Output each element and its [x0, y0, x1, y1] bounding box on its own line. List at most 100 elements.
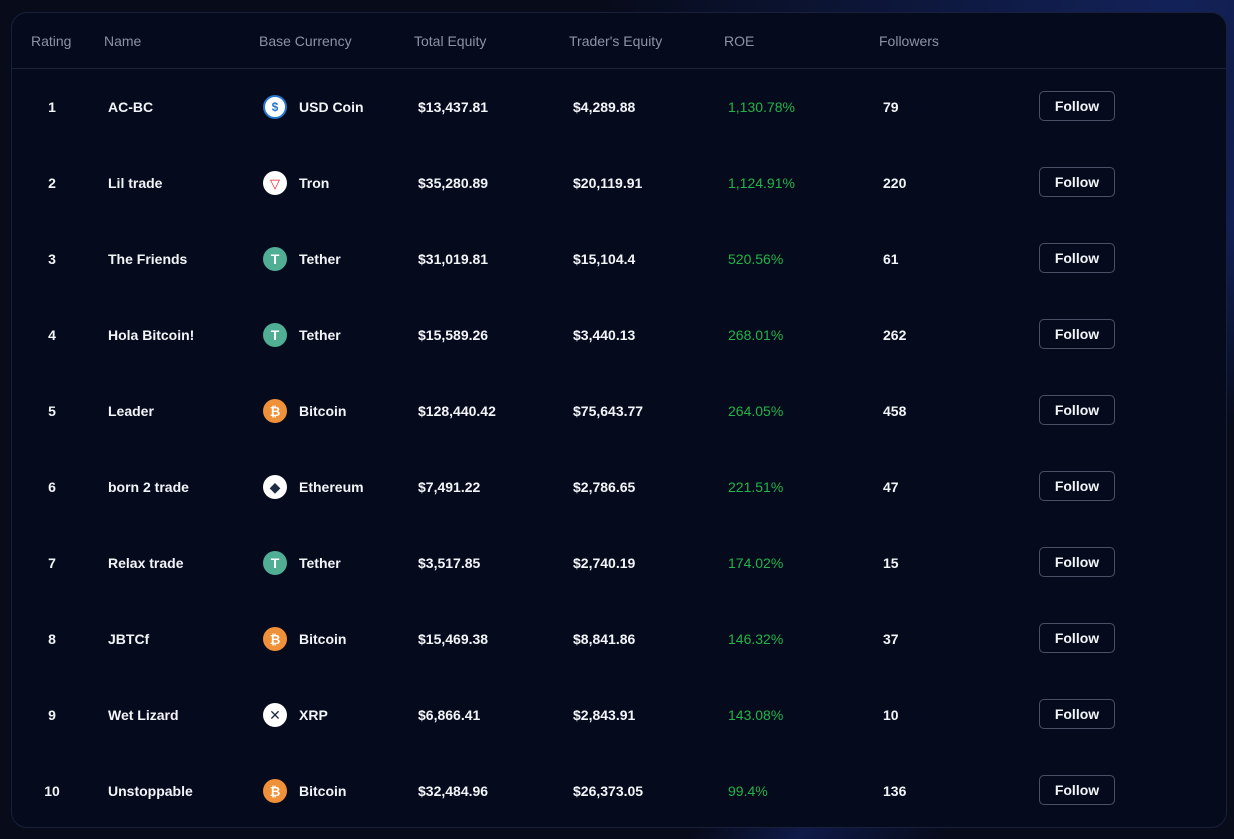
- follow-button[interactable]: Follow: [1039, 319, 1115, 349]
- roe-cell: 520.56%: [728, 251, 784, 267]
- total-equity-cell: $35,280.89: [418, 175, 489, 191]
- rating-cell: 6: [48, 479, 56, 495]
- traders-equity-cell: $75,643.77: [573, 403, 644, 419]
- trader-name[interactable]: Relax trade: [108, 555, 184, 571]
- rating-cell: 5: [48, 403, 56, 419]
- total-equity-cell: $3,517.85: [418, 555, 481, 571]
- roe-cell: 264.05%: [728, 403, 784, 419]
- column-header-total-equity[interactable]: Total Equity: [414, 33, 487, 49]
- base-currency-label: Bitcoin: [299, 403, 347, 419]
- follow-button[interactable]: Follow: [1039, 167, 1115, 197]
- trader-name[interactable]: Wet Lizard: [108, 707, 179, 723]
- followers-cell: 136: [883, 783, 907, 799]
- total-equity-cell: $13,437.81: [418, 99, 489, 115]
- tron-icon: ▽: [263, 171, 287, 195]
- roe-cell: 143.08%: [728, 707, 784, 723]
- traders-equity-cell: $20,119.91: [573, 175, 643, 191]
- traders-equity-cell: $26,373.05: [573, 783, 644, 799]
- total-equity-cell: $31,019.81: [418, 251, 489, 267]
- followers-cell: 37: [883, 631, 899, 647]
- follow-button[interactable]: Follow: [1039, 775, 1115, 805]
- rating-cell: 1: [48, 99, 56, 115]
- column-header-rating[interactable]: Rating: [31, 33, 72, 49]
- rating-cell: 4: [48, 327, 56, 343]
- roe-cell: 221.51%: [728, 479, 784, 495]
- base-currency-label: Tether: [299, 327, 341, 343]
- follow-button[interactable]: Follow: [1039, 471, 1115, 501]
- table-row[interactable]: 6 born 2 trade ◆ Ethereum $7,491.22 $2,786.65…: [12, 449, 1226, 525]
- traders-equity-cell: $2,843.91: [573, 707, 636, 723]
- base-currency-label: Tether: [299, 251, 341, 267]
- trader-name[interactable]: The Friends: [108, 251, 188, 267]
- follow-button[interactable]: Follow: [1039, 91, 1115, 121]
- roe-cell: 1,124.91%: [728, 175, 795, 191]
- bitcoin-icon: ₿: [263, 779, 287, 803]
- tether-icon: T: [263, 247, 287, 271]
- base-currency-label: Bitcoin: [299, 783, 347, 799]
- follow-button[interactable]: Follow: [1039, 623, 1115, 653]
- follow-button[interactable]: Follow: [1039, 243, 1115, 273]
- rating-cell: 7: [48, 555, 56, 571]
- rating-cell: 8: [48, 631, 56, 647]
- trader-name[interactable]: Leader: [108, 403, 154, 419]
- table-row[interactable]: 1 AC-BC $ USD Coin $13,437.81 $4,289.88 1,130.…: [12, 69, 1226, 145]
- trader-name[interactable]: Hola Bitcoin!: [108, 327, 195, 343]
- followers-cell: 79: [883, 99, 899, 115]
- followers-cell: 262: [883, 327, 907, 343]
- table-row[interactable]: 7 Relax trade T Tether $3,517.85 $2,740.19 174…: [12, 525, 1226, 601]
- followers-cell: 47: [883, 479, 899, 495]
- base-currency-label: Tether: [299, 555, 341, 571]
- column-header-name[interactable]: Name: [104, 33, 142, 49]
- trader-name[interactable]: JBTCf: [108, 631, 150, 647]
- roe-cell: 1,130.78%: [728, 99, 795, 115]
- ethereum-icon: ◆: [263, 475, 287, 499]
- table-row[interactable]: 8 JBTCf ₿ Bitcoin $15,469.38 $8,841.86 146.32%…: [12, 601, 1226, 677]
- bitcoin-icon: ₿: [263, 399, 287, 423]
- total-equity-cell: $128,440.42: [418, 403, 496, 419]
- usd-coin-icon: $: [263, 95, 287, 119]
- traders-table: Rating Name Base Currency Total Equity T…: [11, 12, 1227, 828]
- rating-cell: 3: [48, 251, 56, 267]
- base-currency-label: Ethereum: [299, 479, 364, 495]
- total-equity-cell: $15,469.38: [418, 631, 489, 647]
- bitcoin-icon: ₿: [263, 627, 287, 651]
- roe-cell: 268.01%: [728, 327, 784, 343]
- column-header-traders-equity[interactable]: Trader's Equity: [569, 33, 663, 49]
- total-equity-cell: $32,484.96: [418, 783, 489, 799]
- followers-cell: 10: [883, 707, 899, 723]
- base-currency-label: XRP: [299, 707, 328, 723]
- total-equity-cell: $7,491.22: [418, 479, 481, 495]
- total-equity-cell: $15,589.26: [418, 327, 489, 343]
- table-row[interactable]: 2 Lil trade ▽ Tron $35,280.89 $20,119.91 1,124…: [12, 145, 1226, 221]
- column-header-followers[interactable]: Followers: [879, 33, 939, 49]
- followers-cell: 61: [883, 251, 899, 267]
- traders-equity-cell: $2,786.65: [573, 479, 636, 495]
- tether-icon: T: [263, 323, 287, 347]
- rating-cell: 2: [48, 175, 56, 191]
- rating-cell: 9: [48, 707, 56, 723]
- trader-name[interactable]: Lil trade: [108, 175, 163, 191]
- roe-cell: 146.32%: [728, 631, 784, 647]
- trader-name[interactable]: Unstoppable: [108, 783, 193, 799]
- rating-cell: 10: [44, 783, 60, 799]
- follow-button[interactable]: Follow: [1039, 547, 1115, 577]
- follow-button[interactable]: Follow: [1039, 699, 1115, 729]
- column-header-base-currency[interactable]: Base Currency: [259, 33, 352, 49]
- traders-equity-cell: $3,440.13: [573, 327, 636, 343]
- table-row[interactable]: 5 Leader ₿ Bitcoin $128,440.42 $75,643.77 264.…: [12, 373, 1226, 449]
- table-row[interactable]: 9 Wet Lizard ✕ XRP $6,866.41 $2,843.91 143.08%…: [12, 677, 1226, 753]
- roe-cell: 99.4%: [728, 783, 768, 799]
- follow-button[interactable]: Follow: [1039, 395, 1115, 425]
- base-currency-label: Bitcoin: [299, 631, 347, 647]
- followers-cell: 220: [883, 175, 907, 191]
- table-row[interactable]: 3 The Friends T Tether $31,019.81 $15,104.4 52…: [12, 221, 1226, 297]
- roe-cell: 174.02%: [728, 555, 784, 571]
- trader-name[interactable]: AC-BC: [108, 99, 154, 115]
- column-header-roe[interactable]: ROE: [724, 33, 755, 49]
- base-currency-label: Tron: [299, 175, 330, 191]
- tether-icon: T: [263, 551, 287, 575]
- table-row[interactable]: 10 Unstoppable ₿ Bitcoin $32,484.96 $26,373.0…: [12, 753, 1226, 827]
- traders-equity-cell: $4,289.88: [573, 99, 636, 115]
- trader-name[interactable]: born 2 trade: [108, 479, 189, 495]
- table-row[interactable]: 4 Hola Bitcoin! T Tether $15,589.26 $3,440.13…: [12, 297, 1226, 373]
